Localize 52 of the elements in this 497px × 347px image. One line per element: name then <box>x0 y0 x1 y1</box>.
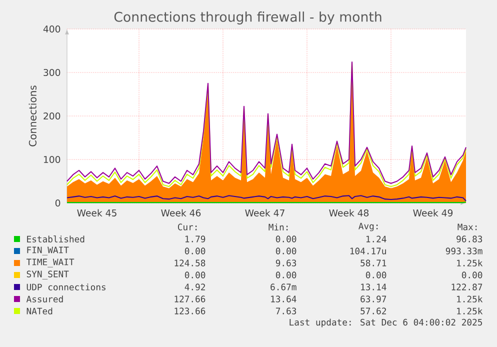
text: 0.00 <box>366 272 386 278</box>
x-tick-label: Week 45 <box>77 209 116 216</box>
text: 58.71 <box>360 260 386 266</box>
text: 63.97 <box>360 296 386 302</box>
x-tick-label: Week 47 <box>245 209 284 216</box>
legend-label: SYN_SENT <box>26 270 69 280</box>
text: 57.62 <box>360 308 386 314</box>
text: Avg: <box>358 222 378 232</box>
text: Cur: <box>178 224 197 230</box>
text: 4.92 <box>184 284 205 290</box>
text: 104.17u <box>350 248 386 254</box>
x-tick-label: Week 46 <box>161 209 201 216</box>
text: 9.63 <box>276 260 296 266</box>
text: 122.87 <box>452 284 482 290</box>
text: 0.00 <box>276 272 296 278</box>
y-tick-label: 0 <box>55 199 60 207</box>
text: 0.00 <box>276 248 296 254</box>
text: 1.25k <box>457 308 483 314</box>
text: 1.79 <box>185 236 206 242</box>
legend-label: Assured <box>26 296 63 302</box>
text: 7.63 <box>276 308 296 314</box>
legend-label: FIN_WAIT <box>27 246 69 256</box>
text: 1.25k <box>457 296 483 302</box>
x-tick-label: Week 48 <box>329 209 369 216</box>
text: 1.25k <box>457 260 483 266</box>
legend-label: TIME_WAIT <box>26 258 74 268</box>
text: 13.14 <box>361 284 386 290</box>
text: 6.67m <box>270 284 296 290</box>
y-tick-label: 400 <box>43 25 60 33</box>
x-tick-label: Week 49 <box>413 209 453 216</box>
legend-label: UDP connections <box>26 284 106 290</box>
legend-label: NATed <box>26 308 52 314</box>
chart-title: Connections through firewall - by month <box>114 12 382 24</box>
text: 1.24 <box>366 236 386 242</box>
text: 0.00 <box>276 236 296 242</box>
text: 127.66 <box>174 296 206 302</box>
text: Max: <box>458 224 477 230</box>
y-tick-label: 200 <box>44 112 60 120</box>
y-axis-title: Connections <box>28 86 36 146</box>
text: 13.64 <box>271 296 296 302</box>
text: 96.83 <box>456 236 482 242</box>
text: 124.58 <box>174 260 206 266</box>
text: 993.33m <box>446 248 482 254</box>
text: Min: <box>268 224 288 230</box>
text: 0.00 <box>184 272 206 278</box>
y-tick-label: 100 <box>44 156 60 164</box>
text: 123.66 <box>174 308 206 314</box>
text: 0.00 <box>184 248 206 254</box>
text: Last update: Sat Dec 6 04:00:02 2025 <box>290 318 482 328</box>
legend-label: Established <box>27 236 84 242</box>
y-tick-label: 300 <box>44 68 60 76</box>
text: 0.00 <box>462 272 482 278</box>
